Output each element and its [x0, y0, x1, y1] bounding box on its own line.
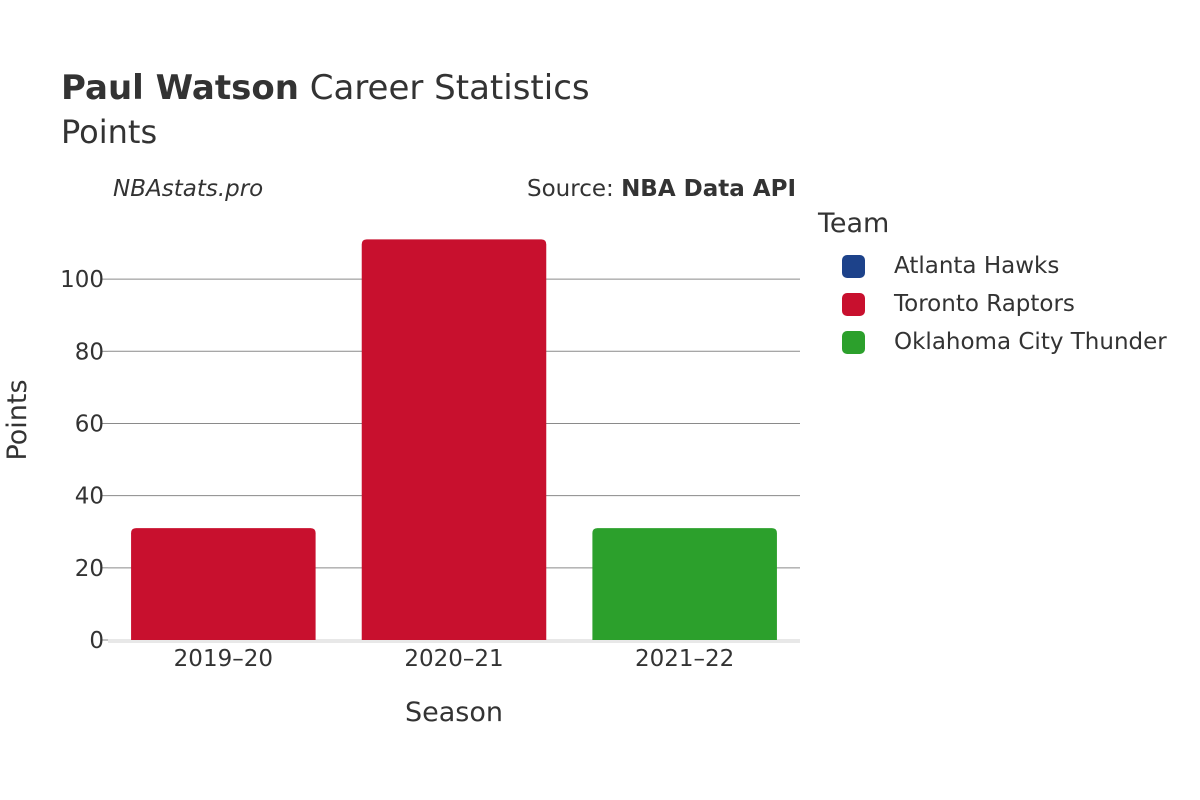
y-tick-label: 20 — [75, 556, 104, 582]
legend-swatch — [842, 254, 865, 278]
y-tick-label: 60 — [75, 411, 104, 437]
legend-item[interactable]: Atlanta Hawks — [842, 253, 1059, 279]
title-rest: Career Statistics — [298, 68, 590, 108]
x-tick-label: 2020–21 — [404, 646, 503, 672]
bar — [592, 528, 777, 640]
player-name: Paul Watson — [61, 68, 299, 108]
source-name: NBA Data API — [621, 176, 796, 202]
x-tick-label: 2021–22 — [635, 646, 734, 672]
legend-item[interactable]: Toronto Raptors — [842, 291, 1075, 317]
legend-swatch — [842, 292, 865, 316]
y-tick-label: 100 — [60, 267, 104, 293]
source-prefix: Source: — [527, 176, 622, 202]
legend-swatch — [842, 330, 865, 354]
legend-label: Toronto Raptors — [894, 291, 1075, 317]
y-tick-label: 80 — [75, 339, 104, 365]
legend-item[interactable]: Oklahoma City Thunder — [842, 329, 1167, 355]
source-credit: Source: NBA Data API — [527, 176, 796, 202]
watermark: NBAstats.pro — [113, 176, 264, 202]
bar — [361, 239, 547, 640]
y-tick-label: 40 — [75, 484, 104, 510]
chart-title: Paul Watson Career Statistics — [61, 66, 590, 110]
legend-label: Oklahoma City Thunder — [894, 329, 1167, 355]
chart-subtitle: Points — [61, 113, 158, 151]
legend-label: Atlanta Hawks — [894, 253, 1060, 279]
x-tick-label: 2019–20 — [174, 646, 273, 672]
x-axis-title: Season — [405, 697, 503, 728]
legend-title: Team — [818, 208, 890, 239]
y-axis-title: Points — [2, 379, 33, 460]
y-tick-label: 0 — [89, 628, 104, 654]
bar — [131, 528, 316, 640]
